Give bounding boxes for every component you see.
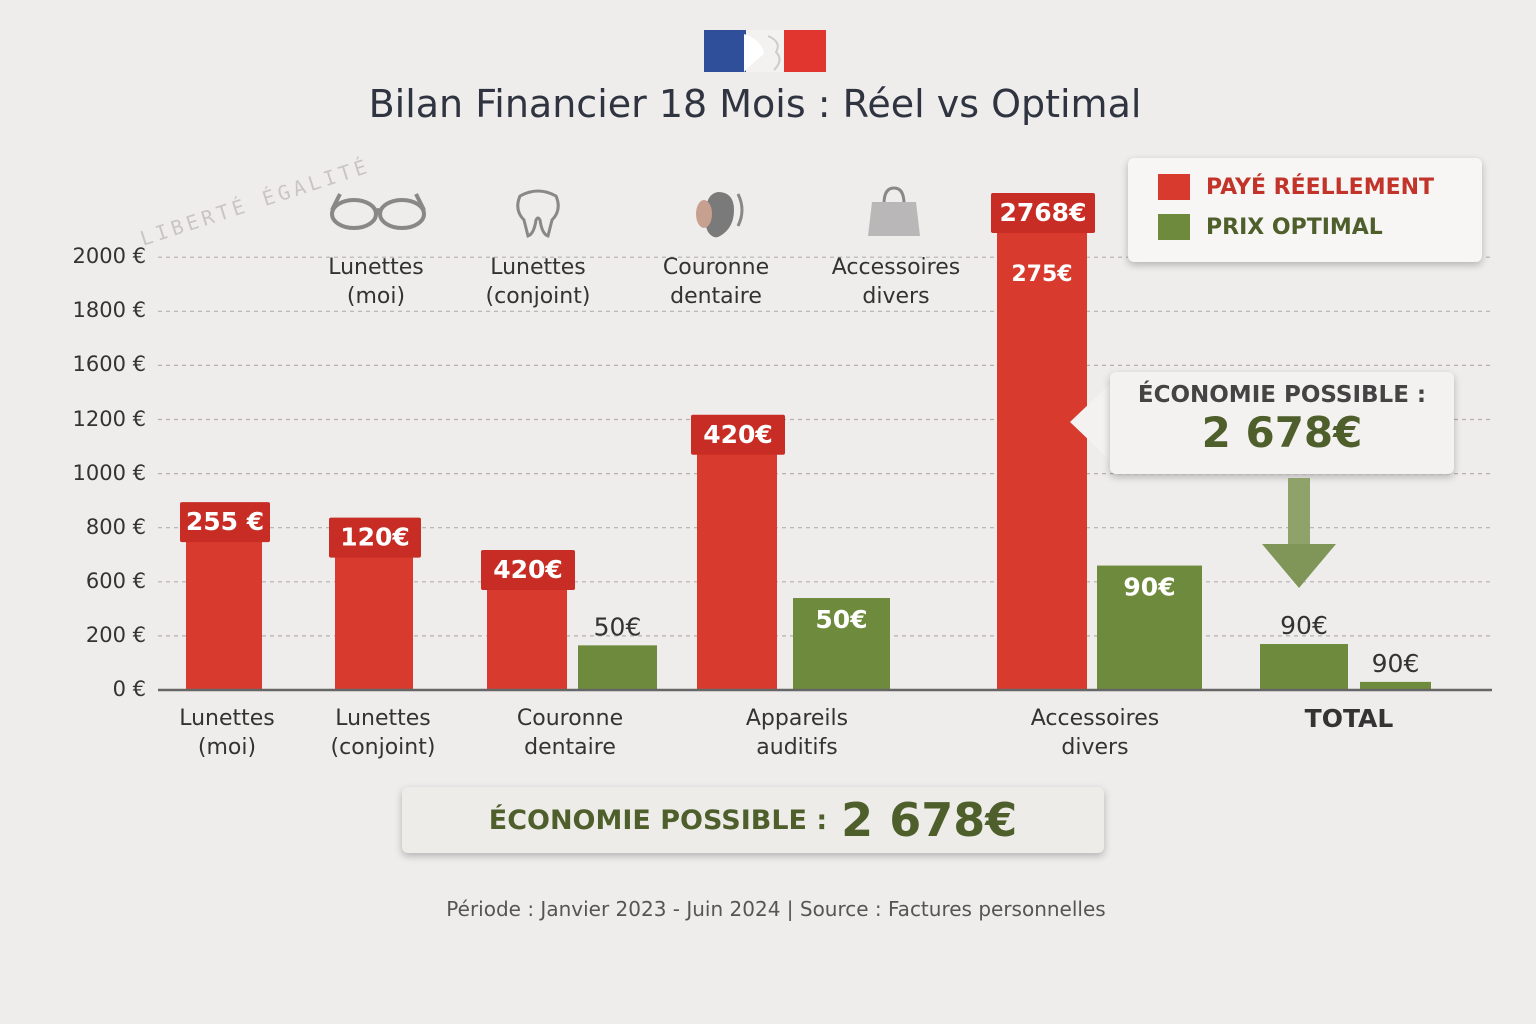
y-tick-label: 2000 € xyxy=(72,244,146,269)
y-tick-label: 0 € xyxy=(112,677,146,701)
y-tick-label: 1000 € xyxy=(72,460,146,485)
bar-optimal xyxy=(578,645,657,690)
bar-value-label: 2768€ xyxy=(1000,198,1087,227)
bar-value-label: 90€ xyxy=(1280,611,1328,640)
bar-label-box xyxy=(991,192,1095,233)
x-category-label: TOTAL xyxy=(1304,704,1394,733)
legend-item-paye: PAYÉ RÉELLEMENT xyxy=(1158,174,1434,200)
bar-value-label: 420€ xyxy=(703,420,773,449)
icon-label-lunettes-conjoint: Lunettes (conjoint) xyxy=(485,255,591,309)
y-tick-label: 600 € xyxy=(85,568,146,593)
x-category-label: Lunettes (moi) xyxy=(179,706,275,760)
bar-value-label: 50€ xyxy=(594,612,642,641)
down-arrow-icon xyxy=(1262,478,1336,588)
shopping-bag-icon xyxy=(868,186,920,236)
page-title: Bilan Financier 18 Mois : Réel vs Optima… xyxy=(368,82,1142,126)
x-category-label: Accessoires divers xyxy=(1030,706,1160,760)
callout-value: 2 678€ xyxy=(1201,408,1363,457)
footer-note: Période : Janvier 2023 - Juin 2024 | Sou… xyxy=(446,897,1106,921)
y-tick-label: 1800 € xyxy=(72,298,146,323)
icon-label-lunettes-moi: Lunettes (moi) xyxy=(328,255,424,309)
y-tick-label: 1600 € xyxy=(72,352,146,377)
bar-label-box xyxy=(481,550,575,591)
tooth-icon xyxy=(516,189,560,238)
bar-label-box xyxy=(691,414,785,455)
y-tick-label: 1200 € xyxy=(72,406,146,431)
x-category-label: Lunettes (conjoint) xyxy=(330,706,436,760)
bar-optimal xyxy=(1260,644,1348,690)
bar-value-label: 90€ xyxy=(1372,649,1420,678)
x-category-label: Appareils auditifs xyxy=(745,706,849,760)
legend-item-optimal: PRIX OPTIMAL xyxy=(1158,214,1383,240)
bar-value-label: 90€ xyxy=(1123,573,1175,602)
icon-label-couronne: Couronne dentaire xyxy=(662,255,770,309)
french-republic-logo xyxy=(704,30,826,72)
banner-title: ÉCONOMIE POSSIBLE : xyxy=(488,804,828,836)
banner-value: 2 678€ xyxy=(841,793,1018,847)
bar-paye xyxy=(997,194,1087,691)
legend: PAYÉ RÉELLEMENT PRIX OPTIMAL xyxy=(1128,158,1482,262)
bar-value-label: 120€ xyxy=(340,523,410,552)
legend-label: PRIX OPTIMAL xyxy=(1206,214,1383,240)
bar-label-box xyxy=(180,502,270,543)
bar-optimal xyxy=(793,598,890,690)
bar-value-label: 420€ xyxy=(493,555,563,584)
icon-label-accessoires: Accessoires divers xyxy=(831,255,961,309)
callout-pointer xyxy=(1070,380,1114,464)
bar-label-box xyxy=(329,517,421,558)
y-tick-label: 200 € xyxy=(85,622,146,647)
x-category-label: Couronne dentaire xyxy=(516,706,624,760)
legend-swatch-red xyxy=(1158,174,1190,200)
bar-value-label: 255 € xyxy=(186,507,264,536)
savings-callout: ÉCONOMIE POSSIBLE : 2 678€ xyxy=(1110,372,1454,474)
bar-optimal xyxy=(1360,681,1431,690)
legend-swatch-green xyxy=(1158,214,1190,240)
bar-inner-label: 275€ xyxy=(1011,262,1072,287)
legend-label: PAYÉ RÉELLEMENT xyxy=(1206,174,1435,200)
hearing-aid-icon xyxy=(696,192,744,238)
y-tick-label: 800 € xyxy=(85,514,146,539)
bar-optimal xyxy=(1097,565,1202,690)
bar-value-label: 50€ xyxy=(815,605,867,634)
callout-title: ÉCONOMIE POSSIBLE : xyxy=(1137,382,1427,408)
glasses-icon xyxy=(330,193,426,230)
savings-banner: ÉCONOMIE POSSIBLE : 2 678€ xyxy=(402,787,1104,853)
bar-paye xyxy=(697,416,777,690)
